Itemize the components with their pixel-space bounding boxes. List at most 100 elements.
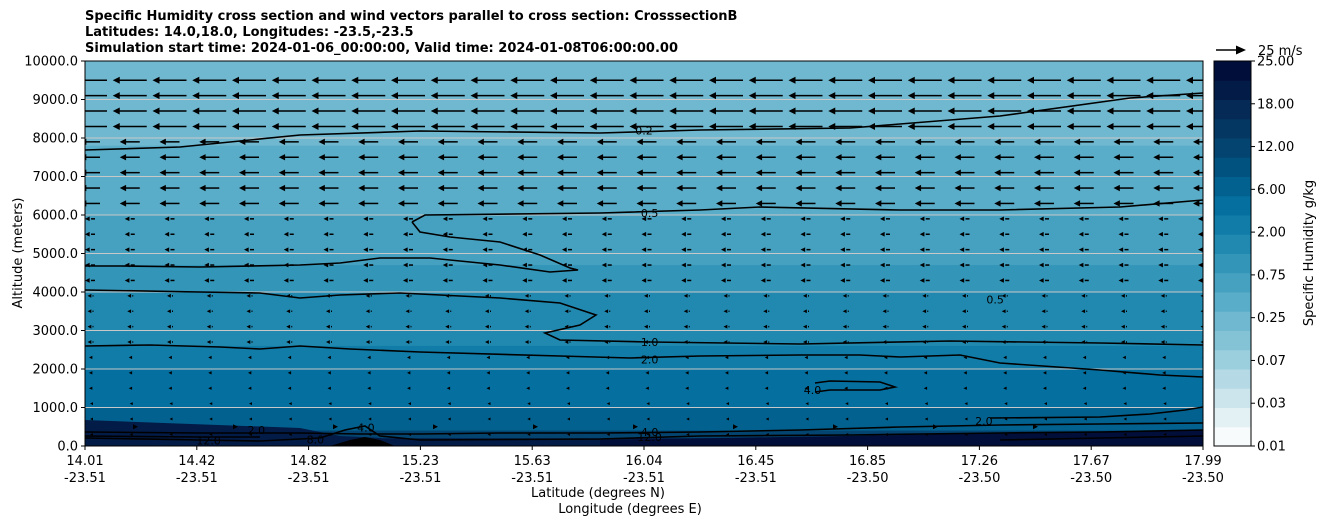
wind-vector-head — [1082, 355, 1087, 360]
wind-vector-head — [152, 92, 160, 100]
wind-vector-head — [922, 340, 927, 344]
wind-vector-head — [403, 247, 408, 252]
wind-vector — [351, 92, 386, 100]
wind-vector — [644, 309, 650, 314]
wind-vector-head — [947, 107, 955, 115]
colorbar-label: Specific Humidity g/kg — [1302, 180, 1317, 326]
wind-vector-head — [550, 76, 557, 84]
wind-vector — [328, 432, 332, 436]
wind-vector-head — [1123, 417, 1127, 421]
wind-vector — [1081, 340, 1088, 344]
wind-vector-head — [875, 184, 882, 192]
wind-vector — [641, 247, 652, 252]
wind-vector — [763, 309, 770, 314]
wind-vector — [963, 355, 967, 360]
wind-vector-head — [567, 402, 570, 406]
wind-vector — [557, 169, 577, 176]
wind-vector-head — [842, 293, 847, 298]
wind-vector — [323, 231, 334, 237]
wind-vector-head — [641, 262, 647, 268]
wind-vector-head — [168, 371, 172, 375]
x-tick-label-lat: 14.01 — [66, 454, 103, 469]
wind-vector — [564, 324, 571, 329]
wind-vector — [526, 371, 530, 375]
wind-vector-head — [709, 122, 716, 130]
wind-vector-head — [430, 122, 438, 130]
wind-vector-head — [601, 247, 607, 252]
wind-vector — [709, 107, 743, 115]
wind-vector-head — [1078, 231, 1084, 237]
wind-vector-head — [842, 324, 847, 329]
wind-vector — [244, 247, 254, 252]
wind-vector — [550, 92, 584, 100]
wind-vector — [445, 309, 452, 314]
wind-vector — [286, 324, 293, 329]
wind-vector — [723, 309, 730, 314]
wind-vector-head — [249, 417, 252, 421]
wind-vector-head — [351, 122, 359, 130]
wind-vector-head — [726, 432, 729, 436]
wind-vector-head — [868, 76, 875, 84]
wind-vector — [765, 432, 769, 436]
wind-vector — [1118, 231, 1129, 237]
wind-vector — [470, 76, 505, 84]
wind-vector-head — [844, 371, 848, 375]
wind-vector-head — [1106, 122, 1114, 130]
wind-vector — [683, 340, 690, 344]
wind-vector-head — [716, 169, 723, 176]
wind-vector — [1039, 231, 1049, 237]
wind-vector — [805, 432, 809, 436]
wind-vector-head — [1153, 154, 1160, 161]
wind-vector-head — [445, 340, 450, 344]
wind-vector-head — [168, 386, 172, 390]
wind-vector-head — [1162, 386, 1166, 390]
wind-vector — [685, 355, 689, 360]
wind-vector-head — [880, 231, 885, 237]
x-tick-label-lat: 15.63 — [514, 454, 551, 469]
wind-vector-head — [954, 154, 961, 161]
wind-vector-head — [209, 432, 213, 436]
wind-vector-head — [1198, 247, 1203, 252]
wind-vector — [246, 309, 253, 314]
wind-vector-head — [391, 76, 398, 84]
wind-vector — [868, 76, 902, 84]
wind-vector — [89, 355, 93, 360]
wind-vector-head — [1066, 107, 1074, 115]
wind-vector — [206, 340, 213, 344]
wind-vector-head — [604, 324, 609, 329]
wind-vector — [760, 262, 771, 268]
wind-vector-head — [987, 92, 995, 100]
colorbar-segment — [1214, 138, 1251, 158]
wind-vector-head — [398, 169, 405, 176]
wind-vector-head — [199, 184, 206, 192]
wind-vector — [828, 107, 863, 115]
wind-vector-head — [365, 324, 370, 329]
x-tick-label-lon: -23.51 — [511, 471, 553, 486]
wind-vector — [748, 122, 783, 130]
wind-vector-head — [430, 107, 438, 115]
wind-vector — [1001, 293, 1008, 298]
wind-vector — [1073, 169, 1094, 176]
wind-vector — [510, 92, 545, 100]
colorbar-segment — [1214, 388, 1251, 408]
wind-vector — [1043, 386, 1047, 390]
wind-vector — [403, 278, 413, 283]
colorbar-segment — [1214, 369, 1251, 389]
wind-vector — [880, 216, 890, 222]
wind-vector — [636, 184, 657, 192]
colorbar: 0.01 0.03 0.07 0.25 0.75 2.00 6.00 12.00 18.00 25… — [1213, 55, 1294, 455]
wind-vector — [85, 94, 107, 97]
wind-vector-head — [723, 293, 728, 298]
wind-vector — [119, 200, 140, 207]
wind-vector-head — [1122, 386, 1126, 390]
wind-vector — [470, 107, 505, 115]
wind-vector-head — [358, 169, 365, 176]
wind-vector — [868, 122, 902, 130]
wind-vector — [199, 200, 220, 207]
wind-vector-head — [633, 424, 638, 430]
wind-vector — [676, 184, 697, 192]
wind-vector-head — [683, 340, 688, 344]
wind-vector-head — [1153, 184, 1160, 192]
wind-vector-head — [368, 402, 372, 406]
wind-vector-head — [954, 138, 961, 146]
